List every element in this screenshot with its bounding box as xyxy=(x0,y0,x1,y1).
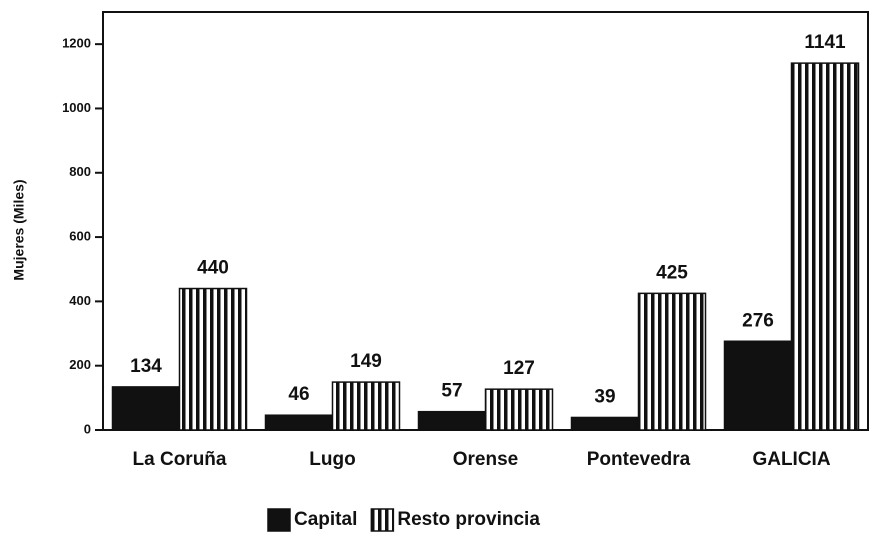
bar xyxy=(178,287,248,431)
data-label: 149 xyxy=(350,351,382,372)
data-label: 276 xyxy=(742,310,774,331)
y-tick-label: 400 xyxy=(69,293,91,308)
legend-swatch xyxy=(267,508,291,532)
x-tick-label: La Coruña xyxy=(133,449,227,470)
x-tick-label: GALICIA xyxy=(752,449,830,470)
bar xyxy=(790,62,860,431)
legend-label: Capital xyxy=(294,509,357,530)
bar xyxy=(264,414,334,431)
data-label: 1141 xyxy=(804,32,846,53)
bar xyxy=(570,416,640,431)
legend-label: Resto provincia xyxy=(397,509,540,530)
data-label: 46 xyxy=(288,384,309,405)
y-tick-label: 0 xyxy=(84,421,91,436)
x-tick-label: Orense xyxy=(453,449,518,470)
data-label: 134 xyxy=(130,356,162,377)
y-tick-label: 800 xyxy=(69,164,91,179)
data-label: 425 xyxy=(656,262,688,283)
bar xyxy=(111,386,181,431)
bar xyxy=(723,340,793,431)
bar xyxy=(417,410,487,431)
bar xyxy=(637,292,707,431)
data-label: 127 xyxy=(503,358,535,379)
x-tick-label: Pontevedra xyxy=(587,449,691,470)
y-tick-label: 600 xyxy=(69,229,91,244)
legend-swatch xyxy=(370,508,395,532)
y-tick-label: 1000 xyxy=(62,100,91,115)
y-tick-label: 1200 xyxy=(62,36,91,51)
y-axis-label: Mujeres (Miles) xyxy=(11,179,27,280)
data-label: 440 xyxy=(197,258,229,279)
bar xyxy=(331,381,401,431)
x-tick-label: Lugo xyxy=(309,449,355,470)
y-tick-label: 200 xyxy=(69,357,91,372)
data-label: 39 xyxy=(594,386,615,407)
bar xyxy=(484,388,554,431)
data-label: 57 xyxy=(441,381,462,402)
